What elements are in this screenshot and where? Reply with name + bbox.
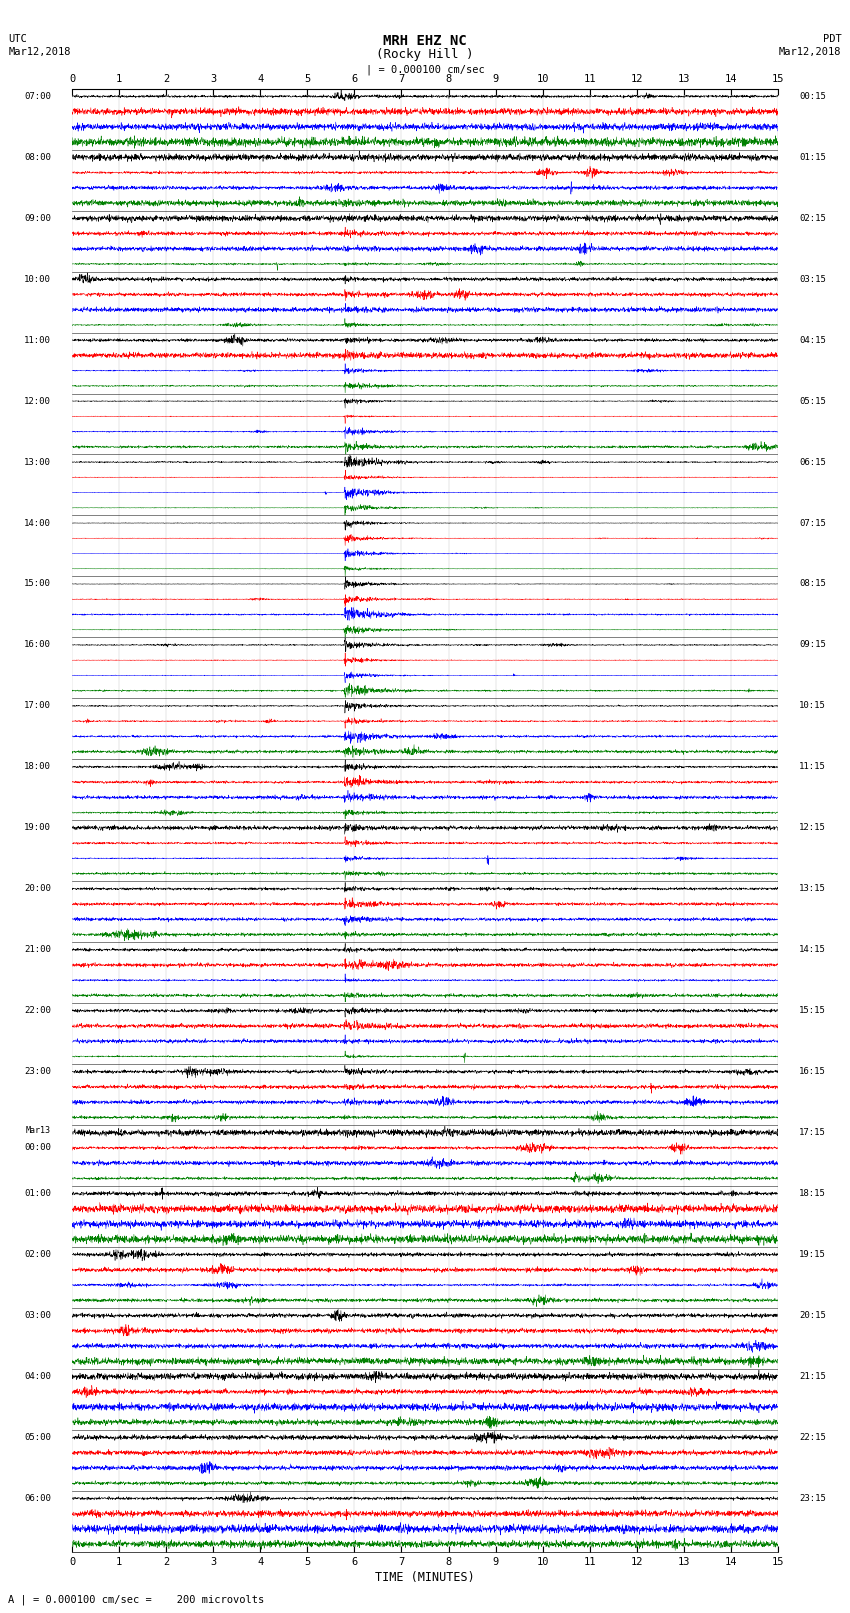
Text: 07:00: 07:00 xyxy=(24,92,51,102)
Text: 23:15: 23:15 xyxy=(799,1494,826,1503)
Text: 22:15: 22:15 xyxy=(799,1432,826,1442)
Text: UTC: UTC xyxy=(8,34,27,44)
Text: 11:00: 11:00 xyxy=(24,336,51,345)
Text: 05:15: 05:15 xyxy=(799,397,826,405)
Text: 02:00: 02:00 xyxy=(24,1250,51,1260)
Text: 14:15: 14:15 xyxy=(799,945,826,955)
Text: 22:00: 22:00 xyxy=(24,1007,51,1015)
Text: 08:15: 08:15 xyxy=(799,579,826,589)
Text: 06:15: 06:15 xyxy=(799,458,826,466)
Text: 18:00: 18:00 xyxy=(24,763,51,771)
Text: 14:00: 14:00 xyxy=(24,518,51,527)
Text: 05:00: 05:00 xyxy=(24,1432,51,1442)
Text: 03:00: 03:00 xyxy=(24,1311,51,1319)
Text: 17:15: 17:15 xyxy=(799,1127,826,1137)
Text: 17:00: 17:00 xyxy=(24,702,51,710)
Text: 19:15: 19:15 xyxy=(799,1250,826,1260)
Text: 07:15: 07:15 xyxy=(799,518,826,527)
Text: (Rocky Hill ): (Rocky Hill ) xyxy=(377,48,473,61)
Text: 00:15: 00:15 xyxy=(799,92,826,102)
Text: | = 0.000100 cm/sec: | = 0.000100 cm/sec xyxy=(366,65,484,76)
Text: 11:15: 11:15 xyxy=(799,763,826,771)
Text: 10:00: 10:00 xyxy=(24,274,51,284)
Text: 20:00: 20:00 xyxy=(24,884,51,894)
Text: 20:15: 20:15 xyxy=(799,1311,826,1319)
Text: 10:15: 10:15 xyxy=(799,702,826,710)
Text: Mar12,2018: Mar12,2018 xyxy=(8,47,71,56)
Text: 00:00: 00:00 xyxy=(24,1144,51,1152)
Text: 06:00: 06:00 xyxy=(24,1494,51,1503)
Text: 19:00: 19:00 xyxy=(24,823,51,832)
Text: Mar13: Mar13 xyxy=(26,1126,51,1136)
Text: 01:00: 01:00 xyxy=(24,1189,51,1198)
Text: A | = 0.000100 cm/sec =    200 microvolts: A | = 0.000100 cm/sec = 200 microvolts xyxy=(8,1594,264,1605)
Text: 18:15: 18:15 xyxy=(799,1189,826,1198)
Text: 09:15: 09:15 xyxy=(799,640,826,650)
Text: 12:15: 12:15 xyxy=(799,823,826,832)
Text: 16:00: 16:00 xyxy=(24,640,51,650)
Text: 03:15: 03:15 xyxy=(799,274,826,284)
Text: 21:00: 21:00 xyxy=(24,945,51,955)
Text: 02:15: 02:15 xyxy=(799,215,826,223)
Text: PDT: PDT xyxy=(823,34,842,44)
Text: 21:15: 21:15 xyxy=(799,1373,826,1381)
Text: 09:00: 09:00 xyxy=(24,215,51,223)
Text: 08:00: 08:00 xyxy=(24,153,51,161)
Text: 12:00: 12:00 xyxy=(24,397,51,405)
Text: 13:15: 13:15 xyxy=(799,884,826,894)
Text: 04:15: 04:15 xyxy=(799,336,826,345)
Text: Mar12,2018: Mar12,2018 xyxy=(779,47,842,56)
X-axis label: TIME (MINUTES): TIME (MINUTES) xyxy=(375,1571,475,1584)
Text: 04:00: 04:00 xyxy=(24,1373,51,1381)
Text: 15:00: 15:00 xyxy=(24,579,51,589)
Text: 23:00: 23:00 xyxy=(24,1068,51,1076)
Text: 13:00: 13:00 xyxy=(24,458,51,466)
Text: MRH EHZ NC: MRH EHZ NC xyxy=(383,34,467,48)
Text: 01:15: 01:15 xyxy=(799,153,826,161)
Text: 15:15: 15:15 xyxy=(799,1007,826,1015)
Text: 16:15: 16:15 xyxy=(799,1068,826,1076)
